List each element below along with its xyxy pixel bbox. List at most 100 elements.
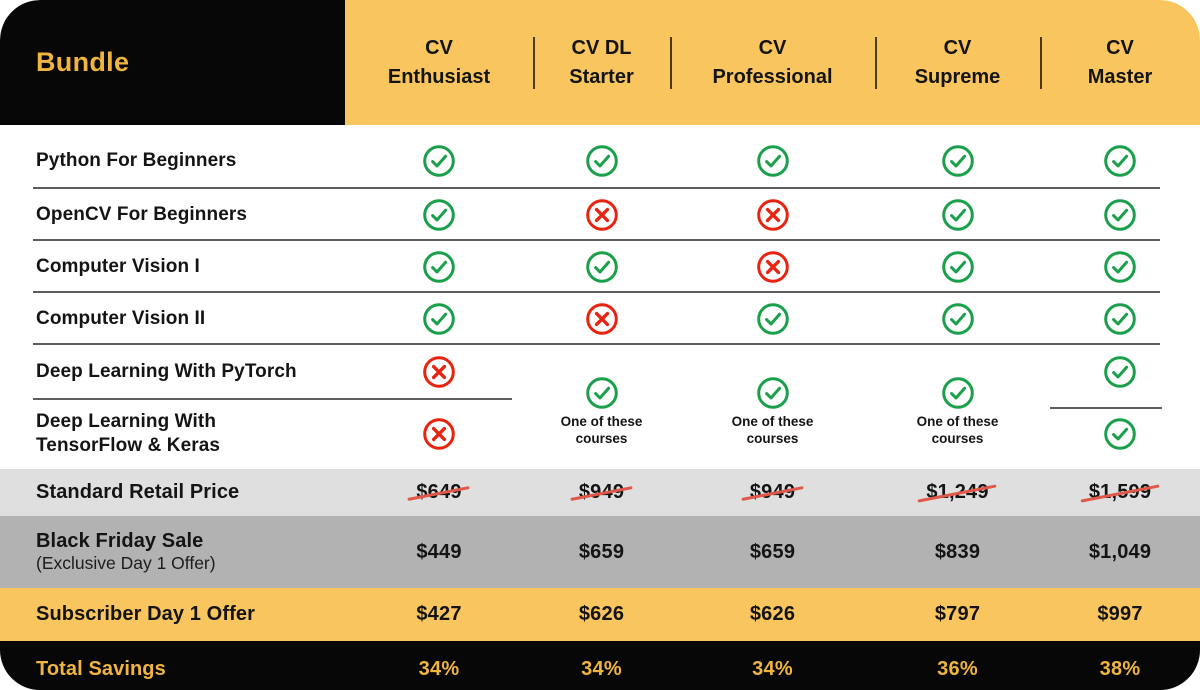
column-header-cv-dl-starter: CV DL Starter [533,0,670,125]
column-header-cv-master: CV Master [1040,0,1200,125]
pricing-label-wrap: Standard Retail Price [36,481,239,504]
check-circle-icon [1103,250,1137,284]
price-value: 34% [418,658,460,680]
x-circle-icon [422,417,456,451]
price-cell: $1,599 [1040,469,1200,516]
column-header-cv-supreme: CV Supreme [875,0,1040,125]
availability-cell [875,294,1040,344]
check-circle-icon [941,250,975,284]
pricing-label-cell: Black Friday Sale (Exclusive Day 1 Offer) [0,516,345,588]
availability-cell [875,190,1040,240]
pricing-label: Standard Retail Price [36,481,240,503]
column-header-line2: Enthusiast [387,65,491,88]
price-cell: 36% [875,641,1040,690]
price-value: $649 [416,481,462,503]
check-circle-icon [941,144,975,178]
bundle-label: Bundle [36,47,130,77]
availability-slot [422,398,456,469]
price-cell: 34% [533,641,670,690]
price-cell: $626 [670,588,875,641]
one-of-courses-section: Deep Learning With PyTorch Deep Learning … [0,346,1200,469]
price-cell: $1,249 [875,469,1040,516]
pricing-label: Subscriber Day 1 Offer [36,603,255,625]
course-name: Computer Vision I [36,256,200,277]
x-circle-icon [756,198,790,232]
column-header-line2: Professional [712,65,833,88]
course-name-cell: Computer Vision I [0,242,345,292]
x-circle-icon [756,250,790,284]
column-header-line1: CV [1106,36,1134,59]
price-cell: $659 [533,516,670,588]
check-circle-icon [1103,144,1137,178]
column-header-line1: CV [943,36,972,59]
availability-cell [533,190,670,240]
price-value: $997 [1097,603,1143,625]
pricing-row-sub: Subscriber Day 1 Offer $427 $626 $626 $797 $9… [0,588,1200,641]
availability-cell [1040,346,1200,469]
column-header-cv-professional: CV Professional [670,0,875,125]
row-divider [33,239,1160,241]
pricing-row-bf: Black Friday Sale (Exclusive Day 1 Offer)… [0,516,1200,588]
price-value: $427 [416,603,462,625]
price-value: $659 [578,540,625,563]
course-name: Deep Learning With PyTorch [36,361,297,382]
column-header-line1: CV [425,36,453,59]
price-value: $1,599 [1088,481,1152,503]
column-header-line1: CV DL [571,36,632,59]
price-value: $659 [749,540,796,563]
partial-divider-master [1050,407,1162,409]
price-value: $449 [416,540,462,563]
table-header-row: Bundle CV Enthusiast CV DL Starter CV Pr… [0,0,1200,125]
check-circle-icon [941,198,975,232]
check-circle-icon [756,376,790,410]
x-circle-icon [422,355,456,389]
pricing-label-wrap: Black Friday Sale (Exclusive Day 1 Offer) [36,530,216,574]
availability-cell [345,294,533,344]
column-header-line1: CV [758,36,787,59]
availability-slot [1103,398,1137,469]
partial-divider [33,398,512,400]
price-cell: $949 [670,469,875,516]
price-cell: $1,049 [1040,516,1200,588]
price-cell: $839 [875,516,1040,588]
check-circle-icon [1103,355,1137,389]
course-name-wrap: Deep Learning With TensorFlow & Keras [36,398,281,469]
price-value: 36% [937,658,978,680]
pricing-label-cell: Standard Retail Price [0,469,345,516]
course-row: Python For Beginners [0,125,1200,188]
check-circle-icon [585,250,619,284]
price-cell: $997 [1040,588,1200,641]
price-value: $1,249 [926,481,989,503]
course-name: Python For Beginners [36,150,237,171]
one-of-courses-label: One of these courses [731,414,814,446]
price-value: $949 [749,481,796,503]
pricing-row-save: Total Savings 34% 34% 34% 36% 38% [0,641,1200,690]
availability-slot [1103,346,1137,398]
course-name: Computer Vision II [36,308,206,329]
availability-cell [670,294,875,344]
one-of-courses-cell: One of these courses [533,346,670,469]
course-row-combined: Deep Learning With PyTorch Deep Learning … [0,346,1200,469]
price-cell: 34% [345,641,533,690]
check-circle-icon [422,198,456,232]
price-value: $1,049 [1088,540,1152,563]
availability-cell [875,134,1040,188]
check-circle-icon [422,144,456,178]
x-circle-icon [585,302,619,336]
pricing-label: Black Friday Sale [36,530,204,552]
one-of-courses-cell: One of these courses [875,346,1040,469]
bundle-header-cell: Bundle [0,0,345,125]
check-circle-icon [941,376,975,410]
check-circle-icon [585,144,619,178]
course-name-cell: Python For Beginners [0,134,345,188]
price-cell: $626 [533,588,670,641]
price-cell: $797 [875,588,1040,641]
availability-cell [670,190,875,240]
check-circle-icon [585,376,619,410]
course-name: Deep Learning With TensorFlow & Keras [36,410,221,456]
check-circle-icon [422,250,456,284]
availability-cell [670,134,875,188]
course-name: OpenCV For Beginners [36,204,248,225]
availability-cell [1040,190,1200,240]
availability-cell [1040,134,1200,188]
